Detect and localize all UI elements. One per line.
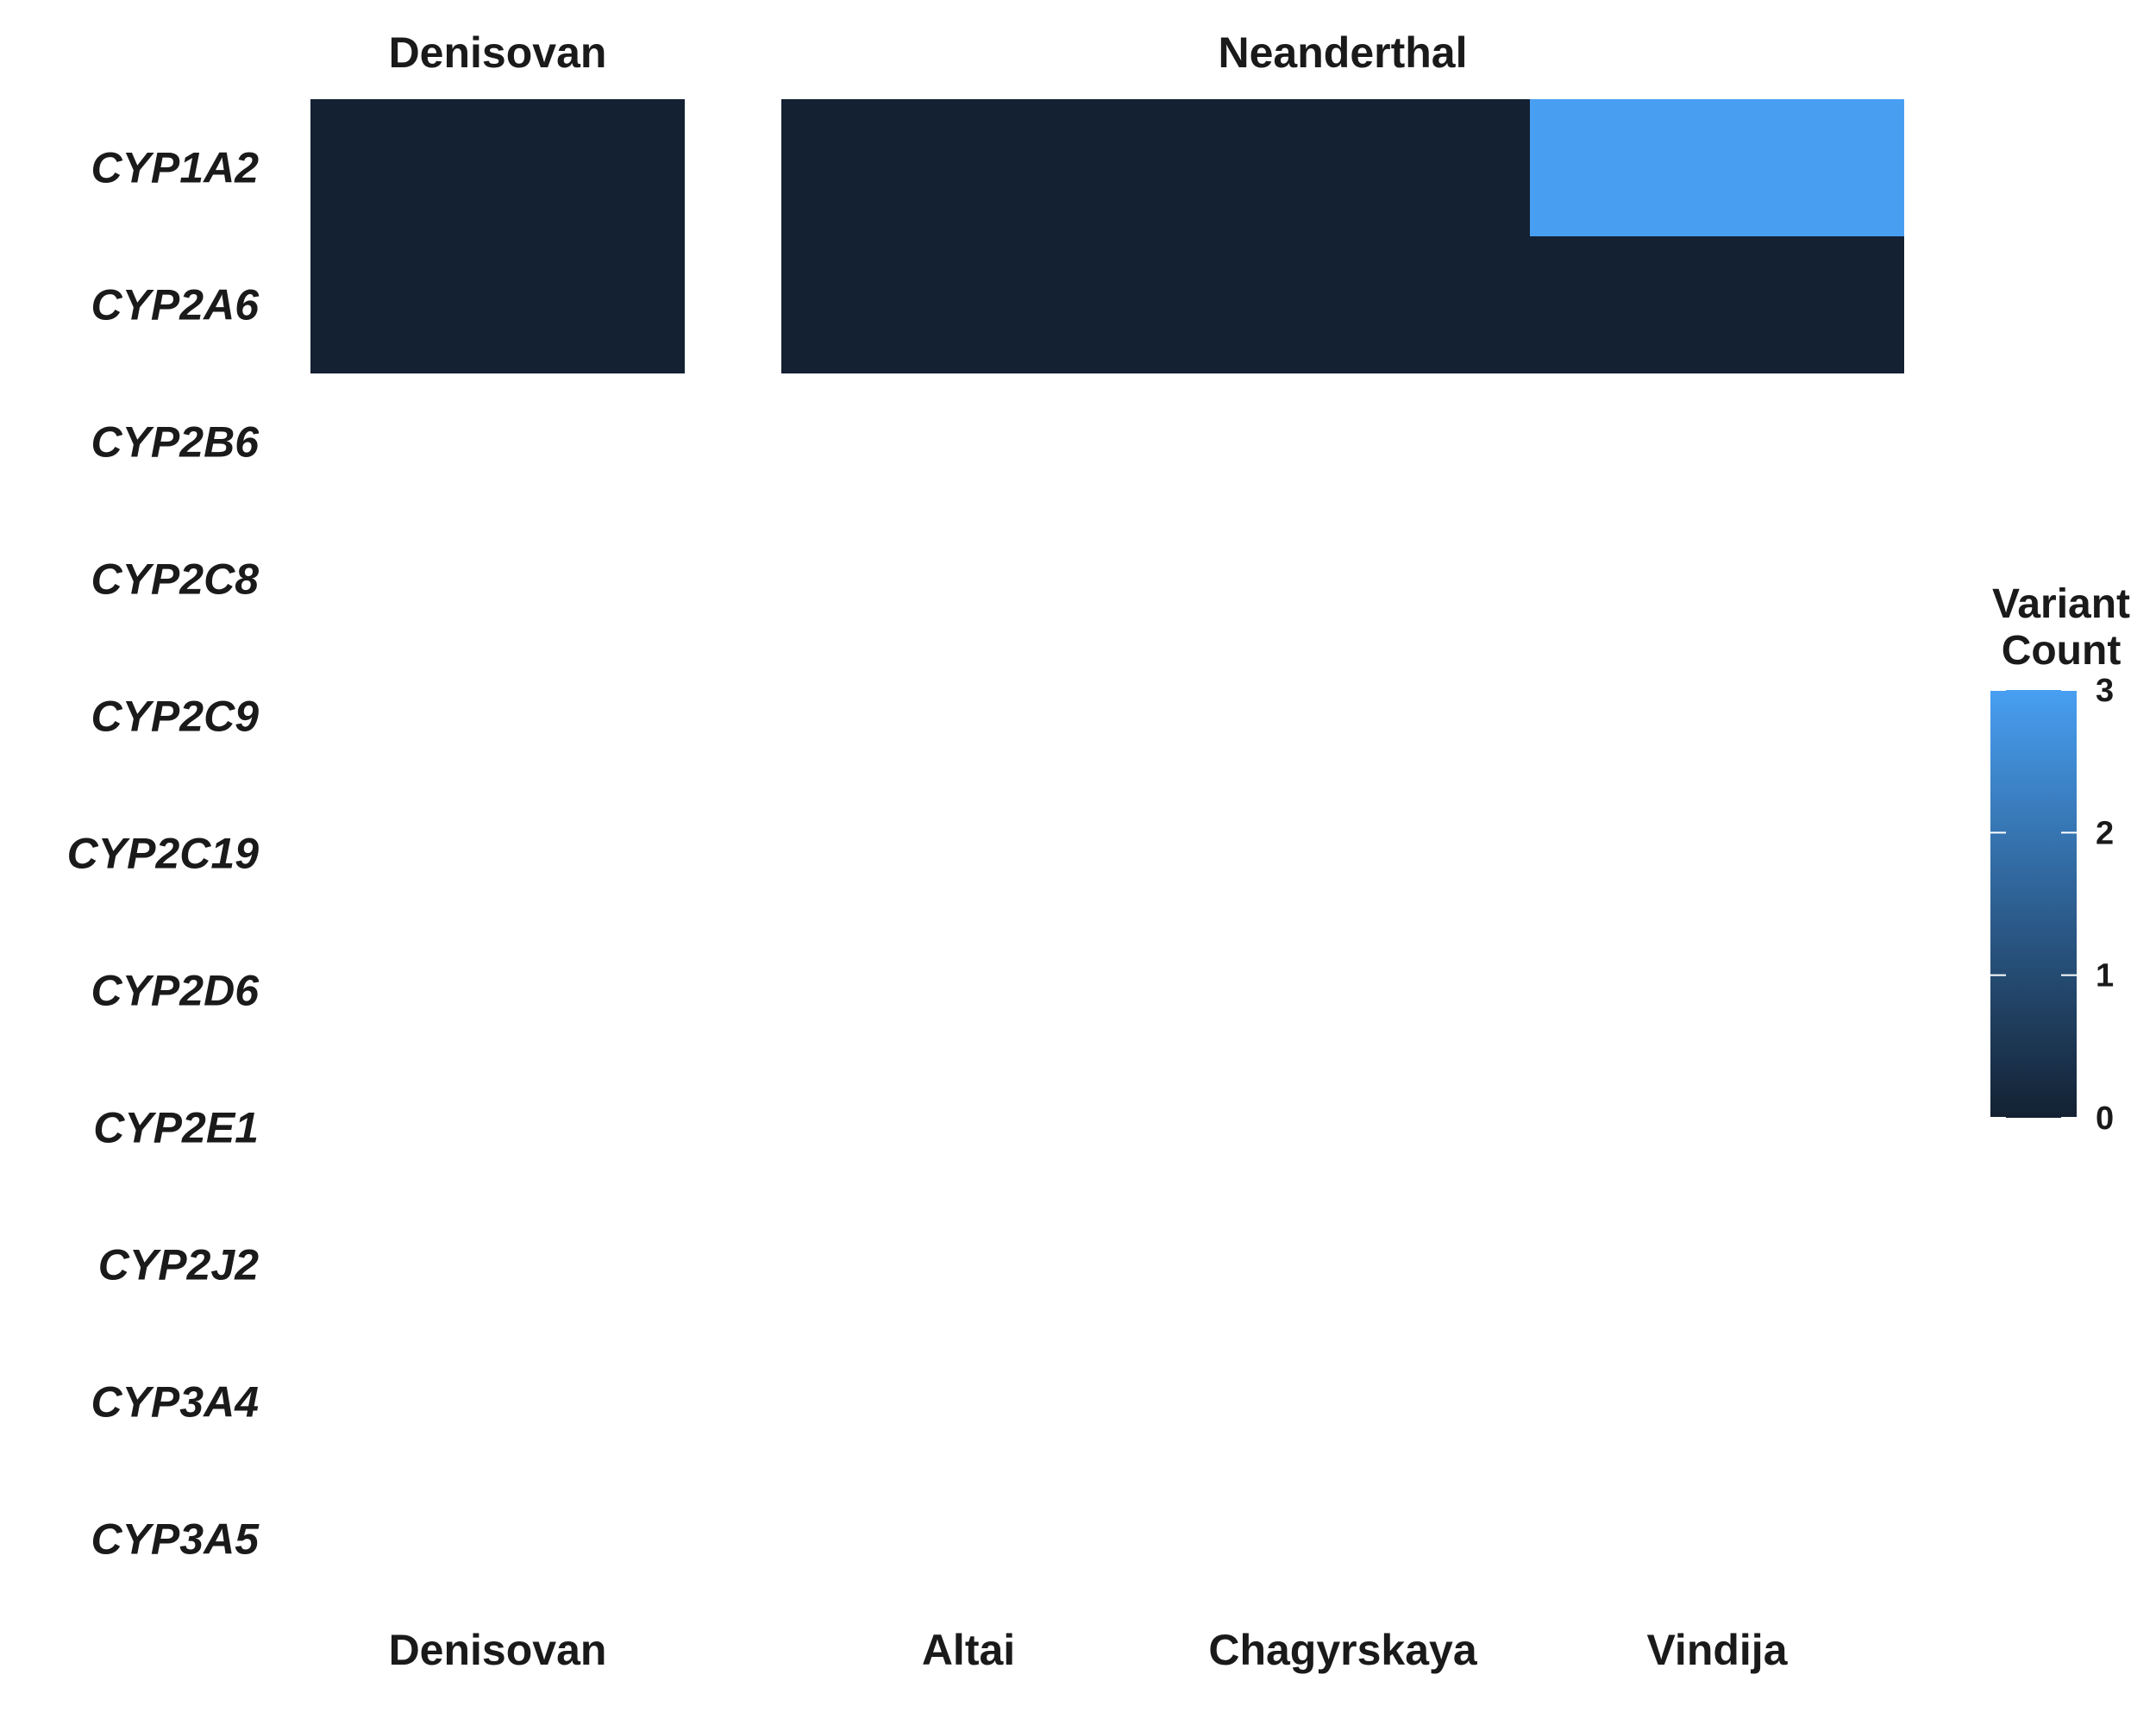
- row-label-cyp3a4: CYP3A4: [91, 1378, 259, 1427]
- legend-tick-label-0: 0: [2096, 1101, 2114, 1137]
- cell-cyp1a2-altai: [781, 99, 1156, 236]
- cell-cyp2a6-altai: [781, 236, 1156, 373]
- row-label-cyp2b6: CYP2B6: [91, 418, 260, 467]
- legend-ticks: 0 1 2 3: [1990, 673, 2114, 1137]
- column-label-denisovan: Denisovan: [389, 1626, 607, 1674]
- row-label-cyp2c9: CYP2C9: [91, 693, 259, 741]
- cell-cyp1a2-chagyrskaya: [1156, 99, 1530, 236]
- heatmap-cells: [310, 99, 1904, 373]
- row-labels: CYP1A2 CYP2A6 CYP2B6 CYP2C8 CYP2C9 CYP2C19 CYP…: [67, 144, 260, 1564]
- row-label-cyp2c8: CYP2C8: [91, 555, 259, 604]
- cell-cyp1a2-vindija: [1530, 99, 1904, 236]
- row-label-cyp1a2: CYP1A2: [91, 144, 259, 192]
- legend: Variant Count 0 1 2 3: [1990, 581, 2130, 1137]
- legend-tick-label-2: 2: [2096, 815, 2114, 851]
- legend-title-line-2: Count: [2002, 628, 2122, 674]
- legend-colorbar: [1990, 690, 2077, 1118]
- row-label-cyp2d6: CYP2D6: [91, 967, 260, 1015]
- legend-tick-label-3: 3: [2096, 673, 2114, 709]
- column-label-vindija: Vindija: [1646, 1626, 1788, 1674]
- cell-cyp2a6-chagyrskaya: [1156, 236, 1530, 373]
- row-label-cyp2e1: CYP2E1: [93, 1104, 259, 1152]
- column-label-altai: Altai: [922, 1626, 1015, 1674]
- row-label-cyp2c19: CYP2C19: [67, 830, 260, 878]
- row-label-cyp2j2: CYP2J2: [98, 1241, 259, 1289]
- cell-cyp2a6-vindija: [1530, 236, 1904, 373]
- legend-title-line-1: Variant: [1992, 581, 2130, 627]
- cell-cyp1a2-denisovan: [310, 99, 685, 236]
- facet-title-denisovan: Denisovan: [389, 28, 607, 77]
- cell-cyp2a6-denisovan: [310, 236, 685, 373]
- row-label-cyp2a6: CYP2A6: [91, 281, 260, 329]
- column-label-chagyrskaya: Chagyrskaya: [1208, 1626, 1477, 1674]
- row-label-cyp3a5: CYP3A5: [91, 1515, 260, 1564]
- legend-tick-label-1: 1: [2096, 958, 2114, 994]
- facet-title-neanderthal: Neanderthal: [1219, 28, 1468, 77]
- column-labels: Denisovan Altai Chagyrskaya Vindija: [389, 1626, 1789, 1674]
- facet-titles: Denisovan Neanderthal: [389, 28, 1468, 77]
